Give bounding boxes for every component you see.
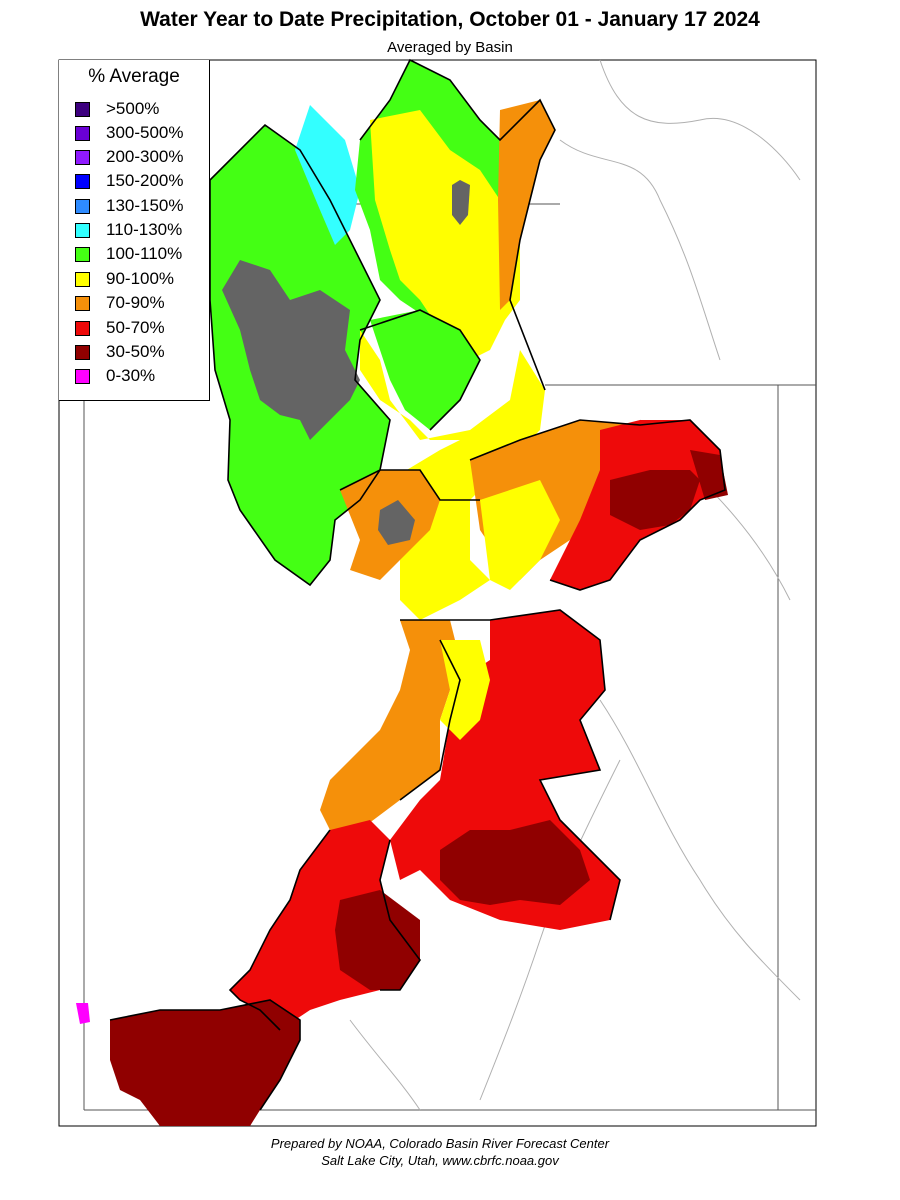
legend: % Average >500% 300-500% 200-300% 150-20… [59,60,210,401]
legend-label: 110-130% [106,220,183,239]
legend-item: 150-200% [75,170,184,192]
legend-label: 100-110% [106,244,183,263]
legend-swatch [75,198,90,214]
legend-swatch [75,125,90,141]
legend-swatch [75,222,90,238]
legend-item: 200-300% [75,146,184,168]
basin-0-30-tip [76,1003,90,1024]
basin-90-100-eastcentral [480,480,560,590]
legend-label: 30-50% [106,342,165,361]
legend-item: 70-90% [75,292,165,314]
legend-swatch [75,368,90,384]
legend-label: 130-150% [106,196,184,215]
basin-boundaries [109,58,726,1111]
basin-30-50-east [610,470,700,530]
footer-location: Salt Lake City, Utah, www.cbrfc.noaa.gov [321,1153,559,1168]
legend-label: 90-100% [106,269,175,288]
legend-label: 0-30% [106,366,156,385]
legend-label: 200-300% [106,147,184,166]
basin-30-50-southwest [110,1000,300,1126]
legend-label: >500% [106,99,160,118]
map-title: Water Year to Date Precipitation, Octobe… [140,8,760,31]
legend-item: >500% [75,98,159,120]
legend-swatch [75,246,90,262]
legend-title: % Average [88,66,180,87]
no-data-west [222,260,360,440]
legend-label: 70-90% [106,293,165,312]
legend-item: 300-500% [75,122,184,144]
no-data-central [378,500,415,545]
legend-item: 90-100% [75,268,174,290]
basin-70-90-northeast [498,100,555,310]
basin-70-90-southcentral [320,620,460,830]
legend-label: 150-200% [106,171,184,190]
map-subtitle: Averaged by Basin [387,39,513,56]
basin-30-50-northeast-tip [690,450,728,500]
legend-item: 130-150% [75,195,184,217]
map-frame [58,59,817,1127]
legend-swatch [75,320,90,336]
legend-item: 30-50% [75,341,165,363]
legend-item: 100-110% [75,243,182,265]
legend-swatch [75,173,90,189]
legend-swatch [75,101,90,117]
legend-swatch [75,149,90,165]
basin-110-130-north [295,105,360,245]
legend-label: 50-70% [106,318,165,337]
legend-label: 300-500% [106,123,184,142]
basin-fills [76,60,728,1126]
legend-item: 110-130% [75,219,182,241]
legend-swatch [75,295,90,311]
legend-item: 50-70% [75,317,165,339]
footer-credit: Prepared by NOAA, Colorado Basin River F… [270,1136,610,1151]
legend-swatch [75,344,90,360]
legend-swatch [75,271,90,287]
legend-item: 0-30% [75,365,155,387]
no-data-north [452,180,470,225]
basin-30-50-southwest-mid [335,890,420,990]
basin-100-110-central [370,310,480,430]
basin-30-50-south [440,820,590,905]
basin-90-100-north [370,110,520,360]
